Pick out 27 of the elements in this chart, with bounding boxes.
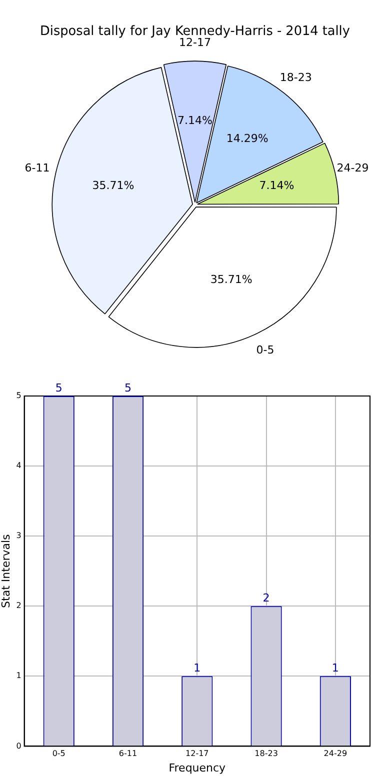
y-tick-label: 0 bbox=[16, 741, 22, 750]
data-label: 1 bbox=[332, 662, 339, 675]
y-axis-title: Stat Intervals bbox=[0, 534, 12, 608]
data-label: 35.71% bbox=[92, 179, 134, 192]
y-tick-label: 3 bbox=[16, 531, 22, 540]
x-tick-label: 24-29 bbox=[324, 749, 348, 758]
slice-label: 18-23 bbox=[280, 71, 312, 84]
data-label: 2 bbox=[262, 591, 270, 604]
x-tick-label: 6-11 bbox=[118, 749, 138, 758]
data-label: 1 bbox=[194, 662, 201, 675]
data-label: 14.29% bbox=[226, 132, 268, 146]
data-label: 7.14% bbox=[259, 179, 294, 192]
y-tick-label: 2 bbox=[16, 601, 22, 610]
y-tick-label: 4 bbox=[16, 461, 22, 470]
y-tick-label: 1 bbox=[16, 671, 22, 680]
data-label: 5 bbox=[55, 381, 62, 394]
slice-label: 0-5 bbox=[256, 343, 274, 356]
slice-label: 24-29 bbox=[336, 162, 369, 175]
data-label: 7.14% bbox=[178, 114, 212, 127]
data-label: 35.71% bbox=[210, 273, 252, 286]
slice-label: 6-11 bbox=[24, 162, 50, 175]
data-label: 5 bbox=[124, 381, 132, 394]
x-tick-label: 18-23 bbox=[254, 749, 278, 758]
x-tick-label: 12-17 bbox=[186, 749, 209, 758]
x-tick-label: 0-5 bbox=[52, 749, 66, 758]
y-tick-label: 5 bbox=[16, 391, 22, 400]
x-axis-title: Frequency bbox=[168, 761, 226, 774]
